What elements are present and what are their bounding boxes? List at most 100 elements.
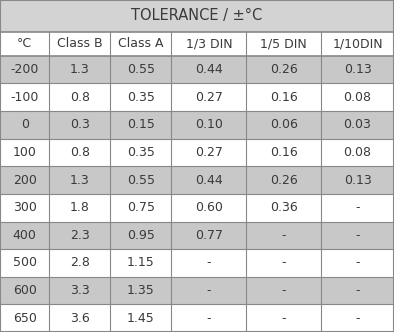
Bar [321,277,394,304]
Text: 0.75: 0.75 [127,201,155,214]
Text: 0.3: 0.3 [70,118,90,131]
Text: 200: 200 [13,174,37,187]
Bar [0,111,49,139]
Bar [49,277,110,304]
Bar [321,32,394,56]
Bar [49,139,110,166]
Text: 1.45: 1.45 [127,312,155,325]
Bar [0,277,49,304]
Bar [246,139,321,166]
Bar [110,111,171,139]
Text: -: - [206,256,211,270]
Bar [171,277,246,304]
Bar [321,249,394,277]
Bar [0,304,49,332]
Bar [110,83,171,111]
Bar [0,194,49,221]
Bar [171,56,246,83]
Text: -: - [281,229,286,242]
Bar [49,194,110,221]
Text: 0.08: 0.08 [344,146,372,159]
Text: 100: 100 [13,146,37,159]
Bar [49,166,110,194]
Text: -: - [206,312,211,325]
Text: 1.3: 1.3 [70,174,90,187]
Text: 2.8: 2.8 [70,256,90,270]
Bar [49,83,110,111]
Text: 400: 400 [13,229,37,242]
Text: 0.77: 0.77 [195,229,223,242]
Text: 0.27: 0.27 [195,146,223,159]
Text: 0.16: 0.16 [270,146,297,159]
Bar [246,83,321,111]
Text: 0.35: 0.35 [127,91,155,104]
Text: 0.8: 0.8 [70,91,90,104]
Bar [110,249,171,277]
Bar [171,83,246,111]
Text: 0.10: 0.10 [195,118,223,131]
Text: 0: 0 [20,118,29,131]
Text: 650: 650 [13,312,37,325]
Bar [110,277,171,304]
Bar [321,139,394,166]
Text: -: - [281,284,286,297]
Text: Class A: Class A [118,37,164,50]
Bar [0,56,49,83]
Text: TOLERANCE / ±°C: TOLERANCE / ±°C [131,8,263,23]
Bar [0,32,49,56]
Text: 0.44: 0.44 [195,63,223,76]
Bar [110,221,171,249]
Text: 0.26: 0.26 [270,63,297,76]
Text: 2.3: 2.3 [70,229,90,242]
Text: 0.26: 0.26 [270,174,297,187]
Bar [321,166,394,194]
Bar [49,304,110,332]
Text: 300: 300 [13,201,37,214]
Bar [246,166,321,194]
Text: 1.15: 1.15 [127,256,155,270]
Text: 1.8: 1.8 [70,201,90,214]
Bar [171,139,246,166]
Bar [171,304,246,332]
Text: 0.08: 0.08 [344,91,372,104]
Bar [110,32,171,56]
Bar [0,83,49,111]
Text: -: - [355,284,360,297]
Text: 0.15: 0.15 [127,118,155,131]
Text: 0.03: 0.03 [344,118,372,131]
Text: 1.3: 1.3 [70,63,90,76]
Bar [321,194,394,221]
Text: -: - [206,284,211,297]
Text: 3.3: 3.3 [70,284,90,297]
Text: °C: °C [17,37,32,50]
Text: 0.95: 0.95 [127,229,155,242]
Bar [110,166,171,194]
Text: 500: 500 [13,256,37,270]
Bar [321,83,394,111]
Bar [0,221,49,249]
Text: -: - [355,256,360,270]
Text: 3.6: 3.6 [70,312,90,325]
Bar [171,32,246,56]
Text: 0.44: 0.44 [195,174,223,187]
Text: 0.13: 0.13 [344,63,372,76]
Bar [171,249,246,277]
Bar [110,56,171,83]
Text: 0.06: 0.06 [270,118,297,131]
Bar [246,56,321,83]
Bar [321,304,394,332]
Bar [246,277,321,304]
Bar [49,56,110,83]
Bar [110,194,171,221]
Text: 0.8: 0.8 [70,146,90,159]
Bar [321,111,394,139]
Bar [321,221,394,249]
Text: 0.55: 0.55 [127,174,155,187]
Text: 0.55: 0.55 [127,63,155,76]
Bar [246,194,321,221]
Bar [0,139,49,166]
Text: -200: -200 [10,63,39,76]
Text: -: - [281,256,286,270]
Text: 0.27: 0.27 [195,91,223,104]
Text: 1.35: 1.35 [127,284,155,297]
